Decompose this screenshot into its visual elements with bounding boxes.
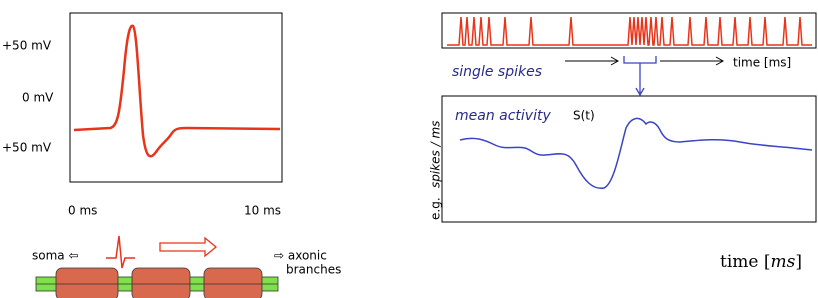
soma-label: soma ⇦ xyxy=(32,249,79,263)
activity-symbol: S(t) xyxy=(573,109,595,123)
spikes-label: single spikes xyxy=(452,64,542,80)
small-spike xyxy=(106,236,135,268)
time-axis-label: time [ms] xyxy=(720,252,802,272)
figure: +50 mV 0 mV +50 mV 0 ms 10 ms soma ⇦ ⇨ a… xyxy=(0,0,818,298)
mean-activity-curve xyxy=(460,118,812,188)
y-label-prefix: e.g. xyxy=(429,197,443,220)
time-label: time [ms] xyxy=(733,56,791,70)
y-label: spikes / ms xyxy=(429,121,443,188)
y-label: +50 mV xyxy=(2,39,52,53)
myelin xyxy=(132,268,190,298)
activity-label: mean activity xyxy=(455,108,551,124)
x-label: 0 ms xyxy=(68,204,97,218)
time-arrows xyxy=(565,57,723,65)
panel-frame xyxy=(70,13,282,182)
y-label: +50 mV xyxy=(2,141,52,155)
axon-label: branches xyxy=(286,263,341,277)
myelin xyxy=(204,268,262,298)
spike-train xyxy=(447,17,812,45)
window-bracket xyxy=(624,56,656,95)
page: +50 mV 0 mV +50 mV 0 ms 10 ms soma ⇦ ⇨ a… xyxy=(0,0,818,298)
axon-label: ⇨ axonic xyxy=(274,249,327,263)
y-axis-label: e.g. spikes / ms xyxy=(429,121,443,220)
action-potential xyxy=(74,26,280,156)
time-text: time [ xyxy=(720,252,771,272)
myelin xyxy=(56,268,118,298)
x-label: 10 ms xyxy=(244,204,281,218)
time-close: ] xyxy=(795,252,802,272)
time-unit: ms xyxy=(771,252,796,272)
direction-arrow xyxy=(160,238,216,256)
y-label: 0 mV xyxy=(22,91,54,105)
